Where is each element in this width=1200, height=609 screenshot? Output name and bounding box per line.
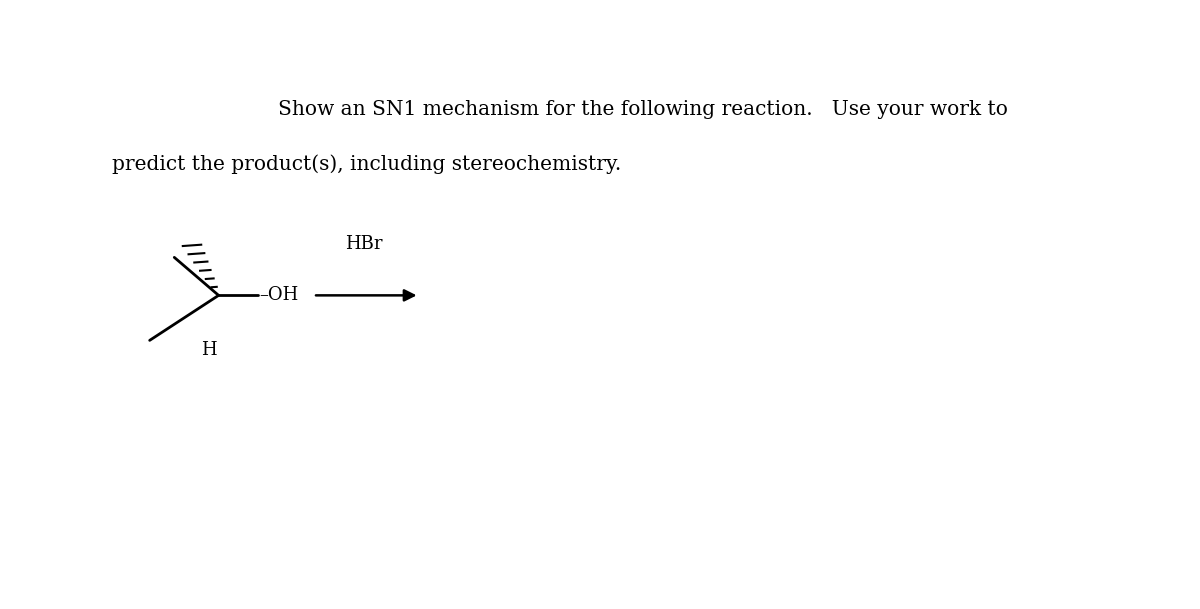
Text: H: H (202, 341, 217, 359)
Text: HBr: HBr (346, 234, 383, 253)
Text: Show an SN1 mechanism for the following reaction.   Use your work to: Show an SN1 mechanism for the following … (277, 100, 1008, 119)
Text: –OH: –OH (259, 286, 299, 304)
Text: predict the product(s), including stereochemistry.: predict the product(s), including stereo… (113, 155, 622, 174)
